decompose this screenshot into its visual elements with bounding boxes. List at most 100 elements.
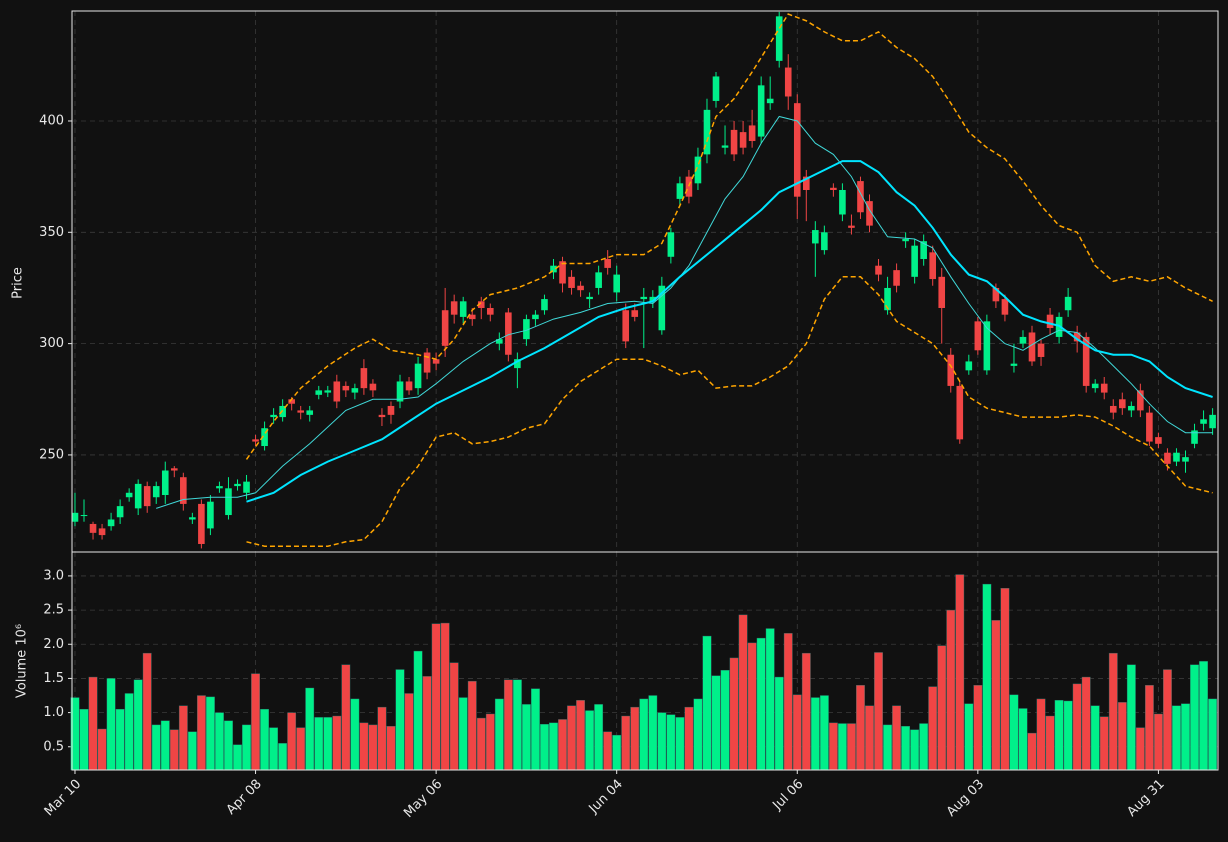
y-axis-label: Volume 10⁶ — [15, 624, 30, 698]
candle-body — [306, 410, 314, 415]
candle-body — [441, 310, 449, 346]
volume-bar — [1054, 700, 1064, 771]
indicator-line — [246, 276, 1213, 547]
volume-bar — [892, 705, 901, 771]
candle-body — [866, 201, 873, 226]
candle-body — [559, 261, 566, 284]
candle-body — [848, 225, 855, 228]
candle-body — [929, 252, 936, 280]
candle-body — [884, 287, 891, 311]
candle-body — [134, 483, 142, 509]
volume-bar — [431, 623, 441, 771]
y-tick-label: 350 — [39, 225, 64, 240]
candle-body — [965, 361, 973, 371]
y-tick-label: 0.5 — [43, 739, 64, 754]
candle-body — [234, 483, 241, 487]
volume-bar — [982, 583, 992, 771]
y-tick-label: 1.5 — [43, 671, 64, 686]
candle-body — [676, 183, 684, 199]
candle-body — [152, 486, 160, 498]
candle-body — [107, 519, 115, 527]
volume-bar — [377, 706, 387, 771]
candle-body — [983, 321, 991, 371]
y-tick-label: 400 — [39, 113, 64, 128]
candle-body — [857, 181, 864, 213]
volume-bar — [648, 695, 658, 771]
candle-body — [748, 125, 756, 142]
candle-body — [1109, 405, 1117, 413]
candle-body — [514, 359, 521, 369]
volume-bar — [1190, 664, 1199, 771]
indicator-line — [245, 13, 1213, 460]
candle-body — [893, 270, 900, 286]
candle-body — [405, 381, 413, 391]
volume-bar — [1108, 652, 1118, 771]
volume-bar — [251, 673, 260, 771]
candle-body — [1028, 332, 1036, 362]
candle-body — [613, 274, 620, 293]
indicator-line — [156, 115, 1213, 509]
candle-body — [432, 359, 440, 364]
candle-body — [667, 232, 675, 257]
candles — [72, 11, 1216, 549]
candle-body — [550, 265, 557, 273]
volume-bar — [865, 705, 874, 771]
volume-bar — [1081, 676, 1091, 771]
candle-body — [640, 296, 648, 300]
candle-body — [477, 301, 485, 308]
candle-body — [143, 486, 151, 507]
volume-bar — [187, 731, 197, 771]
volume-bar — [296, 727, 306, 771]
volume-bar — [756, 637, 766, 771]
volume-bar — [711, 675, 721, 771]
volume-bar — [630, 706, 640, 771]
volume-bar — [955, 574, 965, 771]
volume-bar — [115, 708, 125, 771]
volume-bar — [1208, 698, 1217, 771]
candle-body — [956, 385, 964, 440]
y-tick-label: 2.0 — [43, 637, 64, 652]
candle-body — [116, 506, 124, 518]
volume-bar — [1072, 683, 1082, 771]
volume-bar — [79, 708, 89, 771]
volume-bar — [368, 724, 378, 771]
candle-body — [757, 85, 765, 137]
volume-bar — [765, 628, 775, 771]
candle-body — [1082, 336, 1090, 386]
volume-bar — [287, 712, 297, 771]
candle-body — [414, 363, 422, 389]
volume-bar — [1036, 698, 1046, 771]
volume-bar — [883, 724, 892, 771]
candle-body — [577, 285, 584, 291]
volume-bar — [160, 720, 170, 771]
candle-body — [532, 314, 539, 320]
volume-bar — [747, 642, 757, 771]
candle-body — [541, 299, 548, 311]
volume-bar — [1199, 661, 1208, 771]
volume-bar — [874, 652, 883, 771]
volume-bar — [594, 704, 604, 771]
candle-body — [739, 132, 747, 148]
volume-bar — [1163, 669, 1172, 771]
volume-bar — [1090, 705, 1100, 771]
volume-bar — [386, 726, 396, 771]
candle-body — [333, 381, 341, 402]
candle-body — [586, 296, 593, 300]
candle-body — [1100, 383, 1108, 393]
volume-bar — [666, 714, 676, 771]
volume-bar — [142, 652, 152, 771]
volume-bar — [856, 685, 865, 771]
volume-bar — [1154, 713, 1163, 771]
volume-bar — [467, 680, 477, 771]
volume-bar — [720, 670, 730, 771]
candle-body — [288, 399, 295, 404]
candle-body — [1073, 332, 1081, 342]
volume-bar — [1144, 685, 1154, 771]
candle-body — [1200, 419, 1207, 424]
volume-bar — [215, 712, 224, 771]
candle-body — [812, 230, 819, 244]
volume-bar — [540, 724, 549, 771]
volume-bar — [314, 717, 324, 771]
volume-bar — [937, 645, 947, 771]
